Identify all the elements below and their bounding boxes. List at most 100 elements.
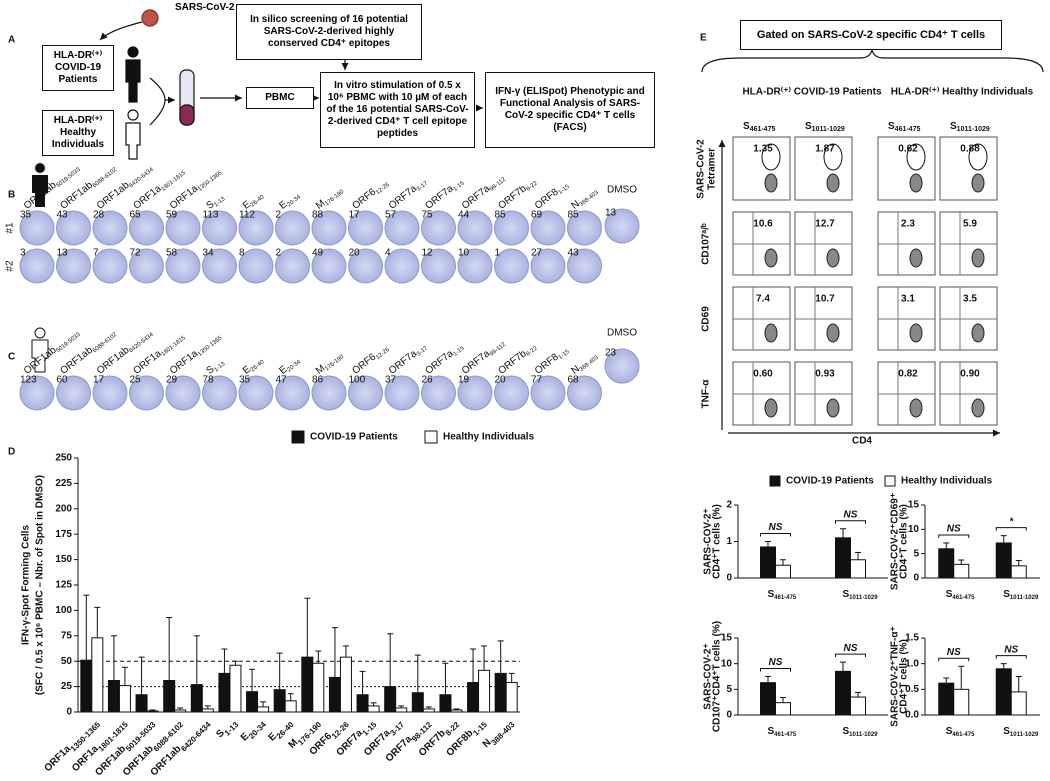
x-tick-label: N388-403 [481,716,517,752]
peptide-label-sub: 98-112 [489,341,508,357]
bar [135,694,148,713]
spot-count: 113 [203,210,219,221]
bar [467,682,480,713]
well [311,375,347,411]
spot-count: 17 [93,375,105,386]
well [567,248,602,284]
x-tick-label: S1011-1029 [843,589,879,601]
bar [411,692,424,713]
spot-count: 85 [495,210,507,221]
peptide-label-sub: 3-17 [416,180,430,193]
significance-bracket [835,520,866,524]
percentage: 1.35 [753,144,773,155]
peptide-label-sub: 176-190 [324,353,346,372]
significance-bracket [995,527,1027,531]
column-label-main: S [743,121,750,132]
percentage: 2.3 [901,219,915,230]
significance-label: NS [1004,644,1018,655]
bar [356,694,369,713]
x-tick-label-sub: 3-17 [388,719,406,737]
legend-swatch [424,430,438,444]
significance-bracket [835,653,866,658]
percentage: 0.60 [753,369,773,380]
percentage: 3.5 [963,294,977,305]
well [530,210,566,246]
y-tick-label: 2 [726,500,732,511]
spot-count: 10 [458,248,470,259]
bar [91,637,104,713]
well [275,248,310,284]
peptide-label-sub: 8-22 [525,180,539,193]
well [19,248,55,284]
peptide-label-sub: 1-15 [452,180,466,193]
row-label: Tetramer [707,148,718,190]
pbmc-box: PBMC [246,87,314,109]
well [567,375,602,411]
y-axis-label: CD4⁺T cells (%) [899,504,910,579]
peptide-label-sub: 5019-5033 [55,166,82,189]
spot-count: 88 [312,210,324,221]
gate [968,143,988,171]
facs-plot [794,136,853,201]
legend-label: Healthy Individuals [443,432,535,443]
spot-count: 47 [276,375,288,386]
well [56,375,91,411]
y-tick-label: 100 [55,605,72,616]
peptide-label: ORF81-15 [533,179,571,213]
well [129,375,164,411]
bar [339,656,352,713]
x-tick-label-sub: 20-34 [247,719,268,740]
percentage: 12.7 [815,219,835,230]
x-tick-label-sub: 388-403 [489,719,517,747]
well [348,210,383,246]
well [202,248,237,284]
spot-count: 20 [495,375,507,386]
row-label: CD69 [701,306,712,332]
legend-label: COVID-19 Patients [310,432,398,443]
spot-count: 27 [531,248,543,259]
bar [835,537,851,579]
peptide-label-sub: 26-40 [250,358,266,373]
spot-count: 100 [349,375,366,386]
spot-count: 29 [166,375,178,386]
peptide-label-sub: 1-15 [557,348,571,361]
bar [229,664,242,713]
bar [995,542,1012,579]
y-tick-label: 150 [55,554,72,565]
bar [938,548,955,579]
peptide-label-sub: 388-403 [579,189,601,208]
bar [301,656,314,713]
spot-count: 112 [239,210,255,221]
column-label-main: S [805,121,812,132]
percentage: 0.82 [898,369,918,380]
panel-b-icon [32,163,48,207]
bar [1010,691,1027,716]
well [165,210,201,246]
y-tick-label: 50 [61,656,73,667]
row-label: #1 [5,222,16,234]
column-label: S461-475 [743,121,775,134]
peptide-label-sub: 5019-5033 [55,331,82,354]
bar [760,682,776,716]
percentage: 0.90 [960,369,980,380]
percentage: 1.87 [815,144,835,155]
peptide-label-sub: 6420-6434 [128,166,155,189]
gate [823,143,843,171]
percentage: 5.9 [963,219,977,230]
peptide-label-sub: 388-403 [579,354,601,373]
spot-count: 28 [93,210,105,221]
y-tick-label: 5 [726,684,732,695]
x-axis-label: CD4 [852,436,872,447]
percentage: 0.88 [960,144,980,155]
bar [201,708,214,713]
bar [422,708,435,713]
peptide-label-sub: 1-15 [557,183,571,196]
spot-count: 43 [568,248,580,259]
y-tick-label: 15 [721,633,733,644]
population [909,248,923,268]
facs-plot [877,136,936,201]
x-tick-label-sub: 461-475 [774,732,797,738]
bar [384,686,397,713]
patients-box: HLA-DR⁽⁺⁾ COVID-19 Patients [42,45,114,91]
bar [775,702,791,716]
